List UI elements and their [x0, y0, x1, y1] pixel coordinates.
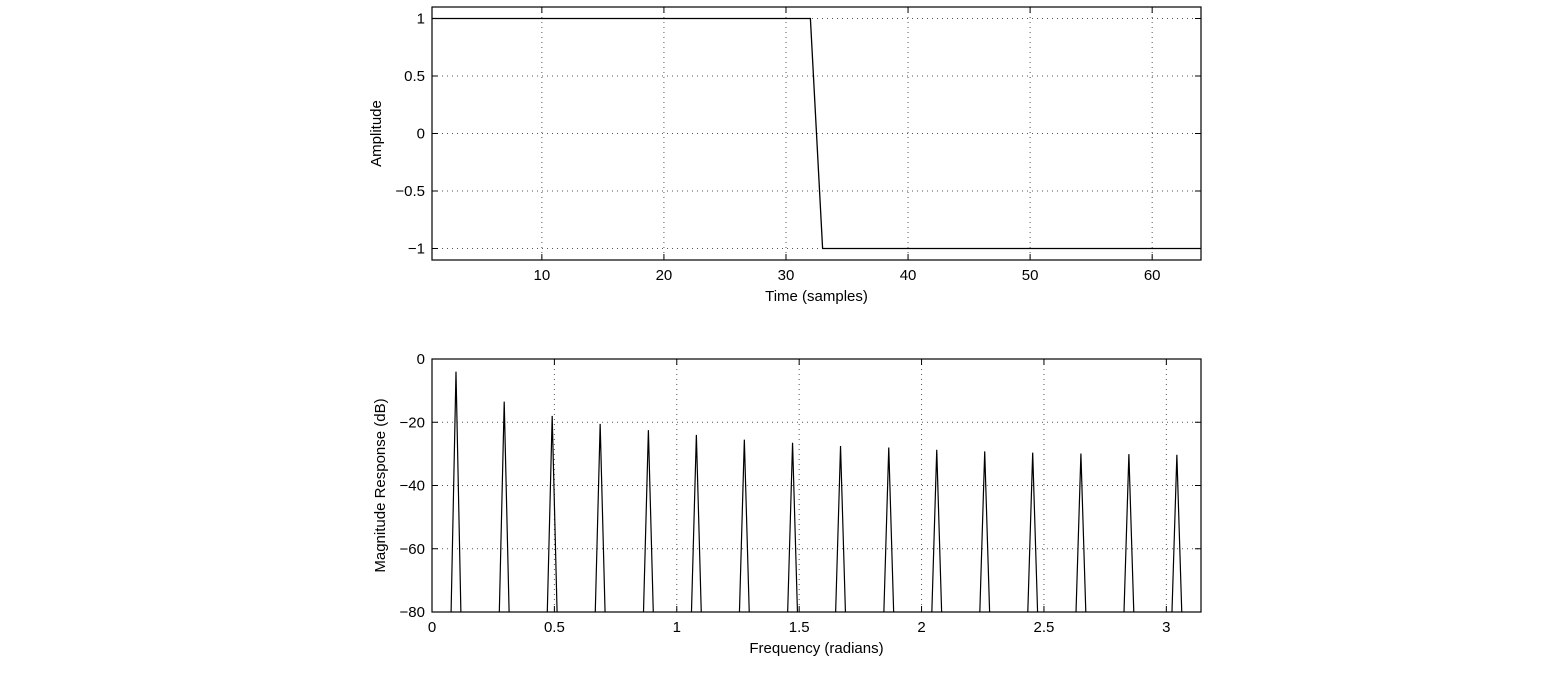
- x-tick-label: 60: [1144, 267, 1161, 284]
- y-tick-label: 0.5: [404, 68, 425, 85]
- x-tick-label: 0.5: [544, 619, 565, 636]
- amplitude-series-line: [432, 17, 1201, 250]
- magnitude-spike: [642, 430, 654, 612]
- y-tick-label: −1: [408, 241, 425, 258]
- magnitude-spike: [883, 447, 895, 612]
- axes-frame: [431, 358, 1202, 613]
- magnitude-spike: [1123, 454, 1135, 612]
- x-tick-label: 1.5: [789, 619, 810, 636]
- y-axis-label: Magnitude Response (dB): [372, 398, 389, 572]
- magnitude-spike: [738, 439, 750, 612]
- y-tick-label: −80: [400, 604, 425, 621]
- y-tick-label: −0.5: [395, 183, 425, 200]
- magnitude-response-plot: 0 0.5 1 1.5 2 2.5 3 0 −20 −40 −60 −80 Frequency (rad…: [372, 351, 1202, 657]
- magnitude-spike: [690, 434, 702, 612]
- x-tick-label: 2: [917, 619, 925, 636]
- x-axis-label: Frequency (radians): [749, 640, 883, 657]
- time-domain-plot: 10 20 30 40 50 60 1 0.5 0 −0.5 −1 Time (samples) Amp…: [368, 6, 1202, 305]
- y-tick-label: −20: [400, 414, 425, 431]
- x-tick-label: 10: [534, 267, 551, 284]
- y-tick-label: −60: [400, 541, 425, 558]
- magnitude-spike: [498, 401, 510, 612]
- x-tick-label: 1: [673, 619, 681, 636]
- y-tick-label: 0: [417, 126, 425, 143]
- y-tick-label: 1: [417, 11, 425, 28]
- x-tick-label: 30: [778, 267, 795, 284]
- x-tick-label: 20: [656, 267, 673, 284]
- y-axis-label: Amplitude: [368, 100, 385, 167]
- magnitude-spike: [835, 445, 847, 612]
- magnitude-spike: [594, 423, 606, 612]
- x-tick-label: 2.5: [1034, 619, 1055, 636]
- y-tick-label: −40: [400, 478, 425, 495]
- x-axis-label: Time (samples): [765, 288, 868, 305]
- magnitude-spike: [931, 449, 943, 612]
- x-tick-label: 0: [428, 619, 436, 636]
- magnitude-spike: [1075, 453, 1087, 612]
- magnitude-spike: [979, 451, 991, 612]
- magnitude-spike: [546, 415, 558, 612]
- x-tick-label: 40: [900, 267, 917, 284]
- magnitude-spike: [787, 442, 799, 612]
- y-tick-label: 0: [417, 351, 425, 368]
- magnitude-spike: [1027, 452, 1039, 612]
- axes-frame: [431, 6, 1202, 261]
- magnitude-spike: [1171, 454, 1183, 612]
- magnitude-spike: [450, 371, 462, 612]
- x-tick-label: 50: [1022, 267, 1039, 284]
- x-tick-label: 3: [1162, 619, 1170, 636]
